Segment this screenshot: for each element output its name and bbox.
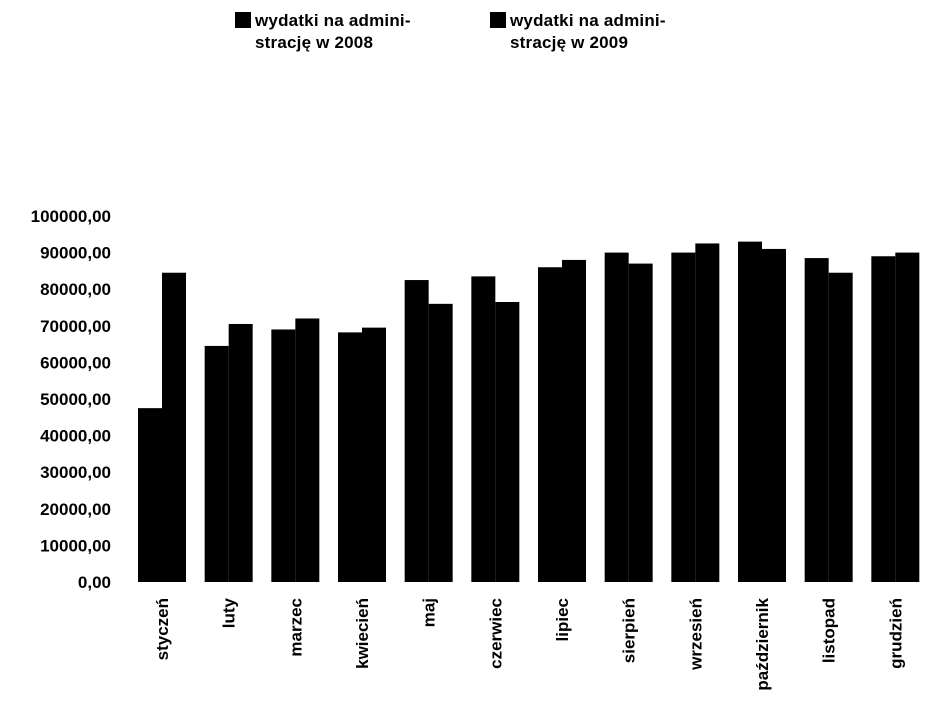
y-tick-label: 30000,00 (40, 463, 111, 482)
y-tick-label: 80000,00 (40, 280, 111, 299)
y-tick-label: 90000,00 (40, 244, 111, 263)
y-tick-label: 40000,00 (40, 427, 111, 446)
y-tick-label: 70000,00 (40, 317, 111, 336)
x-tick-label: maj (420, 598, 439, 627)
y-tick-label: 60000,00 (40, 353, 111, 372)
bar-2008 (671, 252, 696, 582)
x-tick-label: sierpień (620, 598, 639, 663)
y-tick-label: 20000,00 (40, 500, 111, 519)
bar-2009 (428, 303, 453, 582)
bar-2008 (204, 345, 229, 582)
bar-2008 (138, 408, 162, 582)
x-axis: styczeń luty marzec kwiecień maj czerwiec lipi… (153, 597, 905, 690)
x-tick-label: wrzesień (686, 598, 705, 671)
legend: wydatki na admini- strację w 2008 wydatk… (0, 10, 938, 70)
legend-item-2008: wydatki na admini- strację w 2008 (235, 10, 411, 54)
y-tick-label: 10000,00 (40, 536, 111, 555)
bar-2009 (628, 263, 653, 582)
legend-label-2008: wydatki na admini- strację w 2008 (255, 11, 411, 52)
bar-2009 (562, 259, 586, 582)
bar-2009 (495, 302, 520, 582)
legend-item-2009: wydatki na admini- strację w 2009 (490, 10, 666, 54)
x-tick-label: czerwiec (486, 598, 505, 669)
bar-2008 (804, 258, 829, 582)
bar-2008 (271, 329, 296, 582)
bar-2009 (228, 323, 253, 582)
x-tick-label: listopad (820, 598, 839, 663)
bar-2008 (338, 332, 362, 582)
bar-2009 (695, 243, 720, 582)
x-tick-label: marzec (286, 598, 305, 657)
x-tick-label: lipiec (553, 598, 572, 641)
y-tick-label: 100000,00 (31, 207, 111, 226)
legend-swatch-2009 (490, 12, 506, 28)
bar-2008 (604, 252, 629, 582)
y-tick-label: 0,00 (78, 573, 111, 592)
bar-2008 (871, 256, 896, 582)
x-tick-label: styczeń (153, 598, 172, 660)
x-tick-label: luty (220, 597, 239, 628)
y-axis: 0,00 10000,00 20000,00 30000,00 40000,00 5000… (31, 207, 111, 592)
x-tick-label: grudzień (886, 598, 905, 669)
bar-2009 (362, 327, 386, 582)
x-tick-label: kwiecień (353, 598, 372, 669)
bar-2008 (738, 241, 762, 582)
bar-2008 (471, 276, 496, 582)
bar-2009 (895, 252, 920, 582)
y-tick-label: 50000,00 (40, 390, 111, 409)
bar-2008 (538, 267, 562, 582)
bar-2008 (404, 280, 429, 582)
legend-label-2009: wydatki na admini- strację w 2009 (510, 11, 666, 52)
bar-2009 (762, 248, 786, 582)
bars (138, 241, 920, 582)
bar-2009 (162, 272, 186, 582)
bar-2009 (828, 272, 853, 582)
bar-2009 (295, 318, 320, 582)
legend-swatch-2008 (235, 12, 251, 28)
x-tick-label: październik (753, 597, 772, 690)
